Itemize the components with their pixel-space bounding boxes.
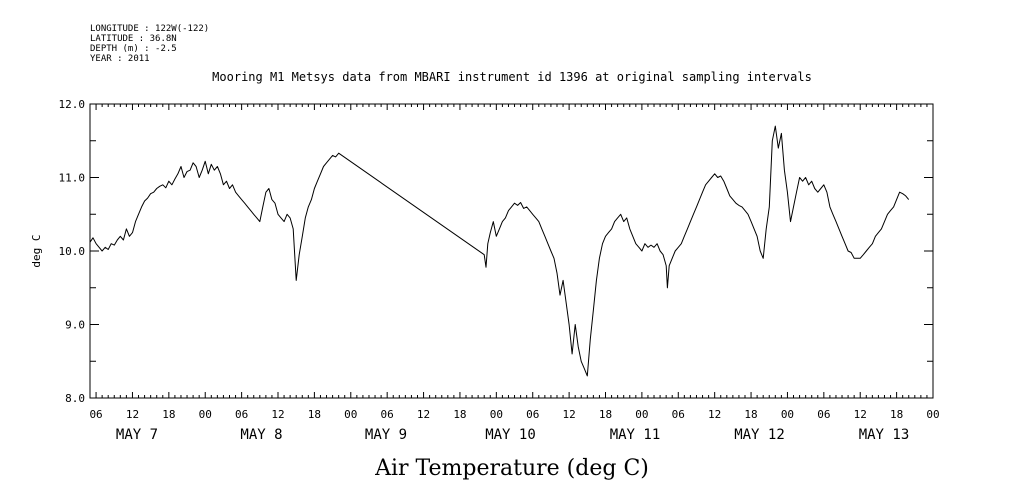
x-tick-label: 00	[635, 408, 648, 421]
y-tick-label: 8.0	[65, 392, 85, 405]
x-axis: 06 12 18 00 06 12 18 00 06 12 18 00 06 12 18 00 06 12 18 00…	[89, 104, 940, 421]
x-tick-label: 06	[235, 408, 248, 421]
x-tick-label: 00	[781, 408, 794, 421]
x-tick-label: 18	[162, 408, 175, 421]
x-tick-label: 06	[381, 408, 394, 421]
x-tick-label: 18	[599, 408, 612, 421]
x-tick-label: 12	[271, 408, 284, 421]
x-tick-label: 12	[126, 408, 139, 421]
x-tick-label: 18	[453, 408, 466, 421]
metadata-header: LONGITUDE : 122W(-122) LATITUDE : 36.8N …	[90, 24, 209, 64]
day-label: MAY 12	[734, 427, 785, 443]
day-label: MAY 13	[859, 427, 910, 443]
header-year: YEAR : 2011	[90, 54, 150, 64]
x-tick-label: 18	[308, 408, 321, 421]
y-axis-label: deg C	[30, 234, 43, 267]
header-depth: DEPTH (m) : -2.5	[90, 44, 177, 54]
day-labels: MAY 7 MAY 8 MAY 9 MAY 10 MAY 11 MAY 12 MAY 13	[116, 427, 909, 443]
series-line	[89, 125, 910, 377]
x-tick-label: 12	[417, 408, 430, 421]
x-tick-label: 06	[817, 408, 830, 421]
y-tick-label: 11.0	[59, 172, 86, 185]
x-tick-label: 06	[672, 408, 685, 421]
y-tick-label: 12.0	[59, 98, 86, 111]
x-tick-label: 18	[890, 408, 903, 421]
y-tick-label: 10.0	[59, 245, 86, 258]
x-tick-label: 12	[562, 408, 575, 421]
x-tick-label: 00	[344, 408, 357, 421]
chart-title: Mooring M1 Metsys data from MBARI instru…	[212, 70, 812, 84]
day-label: MAY 7	[116, 427, 158, 443]
x-tick-label: 00	[490, 408, 503, 421]
y-tick-label: 9.0	[65, 319, 85, 332]
plot-frame	[89, 103, 934, 399]
x-tick-label: 06	[89, 408, 102, 421]
x-tick-label: 00	[926, 408, 939, 421]
header-latitude: LATITUDE : 36.8N	[90, 34, 177, 44]
day-label: MAY 10	[485, 427, 536, 443]
y-axis: 8.0 9.0 10.0 11.0 12.0	[59, 98, 933, 405]
x-tick-label: 18	[744, 408, 757, 421]
header-longitude: LONGITUDE : 122W(-122)	[90, 24, 209, 34]
x-tick-label: 12	[854, 408, 867, 421]
x-tick-label: 06	[526, 408, 539, 421]
day-label: MAY 9	[365, 427, 407, 443]
series-group	[89, 125, 910, 377]
x-tick-label: 00	[199, 408, 212, 421]
x-tick-label: 12	[708, 408, 721, 421]
day-label: MAY 8	[240, 427, 282, 443]
x-axis-title: Air Temperature (deg C)	[374, 456, 649, 481]
day-label: MAY 11	[610, 427, 661, 443]
